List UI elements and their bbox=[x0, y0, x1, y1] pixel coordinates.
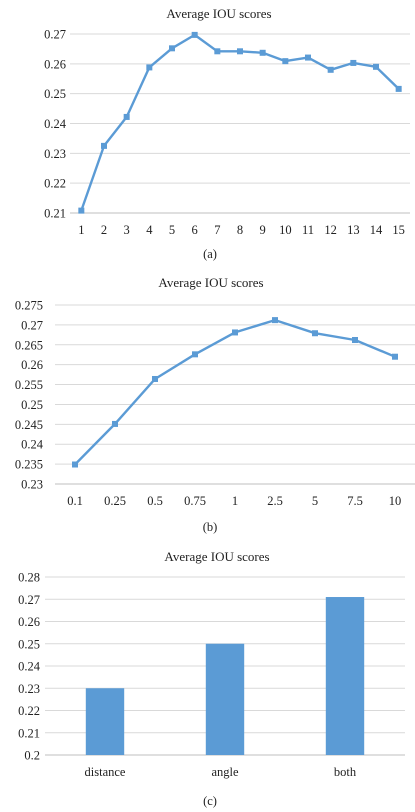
chart-b-y-tick-label: 0.23 bbox=[21, 478, 43, 492]
chart-a-x-tick-label: 11 bbox=[302, 223, 314, 237]
chart-a-x-tick-label: 12 bbox=[324, 223, 337, 237]
chart-b-point-marker bbox=[392, 353, 398, 360]
chart-b-x-tick-label: 0.25 bbox=[104, 494, 126, 508]
chart-c-x-tick-label: both bbox=[334, 765, 357, 779]
chart-b-y-tick-label: 0.25 bbox=[21, 398, 43, 412]
chart-c-x-tick-label: distance bbox=[85, 765, 126, 779]
chart-b-x-tick-label: 1 bbox=[232, 494, 238, 508]
chart-c-y-tick-label: 0.21 bbox=[18, 726, 40, 740]
chart-b-point-marker bbox=[272, 317, 278, 324]
chart-b-y-tick-label: 0.275 bbox=[15, 299, 43, 313]
chart-a-point-marker bbox=[282, 58, 289, 65]
chart-b-x-tick-label: 10 bbox=[389, 494, 402, 508]
chart-b-x-tick-label: 5 bbox=[312, 494, 318, 508]
chart-a-y-tick-label: 0.26 bbox=[44, 57, 66, 71]
chart-a-y-tick-label: 0.22 bbox=[44, 177, 66, 191]
chart-a-x-tick-label: 15 bbox=[392, 223, 405, 237]
chart-a-x-tick-label: 10 bbox=[279, 223, 292, 237]
chart-b-y-tick-label: 0.245 bbox=[15, 418, 43, 432]
chart-a-point-marker bbox=[123, 113, 130, 120]
chart-a-x-tick-label: 3 bbox=[124, 223, 130, 237]
chart-c-y-tick-label: 0.23 bbox=[18, 682, 40, 696]
chart-b: Average IOU scores (b) 0.23 0.235 0.24 0.24… bbox=[15, 275, 415, 534]
chart-a-x-tick-label: 9 bbox=[260, 223, 266, 237]
chart-a-point-marker bbox=[395, 85, 402, 92]
chart-b-x-tick-label: 0.75 bbox=[184, 494, 206, 508]
chart-a-x-tick-label: 1 bbox=[78, 223, 84, 237]
chart-a-y-tick-label: 0.21 bbox=[44, 207, 66, 221]
chart-b-y-tick-label: 0.27 bbox=[21, 318, 43, 332]
chart-b-y-tick-label: 0.235 bbox=[15, 458, 43, 472]
chart-b-y-tick-label: 0.26 bbox=[21, 358, 43, 372]
chart-a-point-marker bbox=[237, 48, 243, 55]
chart-b-series-line bbox=[73, 318, 397, 466]
chart-a-point-marker bbox=[214, 48, 221, 55]
chart-b-y-tick-label: 0.265 bbox=[15, 338, 43, 352]
chart-b-y-tick-label: 0.255 bbox=[15, 378, 43, 392]
chart-b-point-marker bbox=[232, 329, 238, 336]
chart-a-x-tick-label: 14 bbox=[370, 223, 383, 237]
chart-a-point-marker bbox=[78, 207, 85, 214]
chart-c-bar bbox=[205, 643, 245, 755]
chart-c-y-tick-label: 0.2 bbox=[24, 749, 40, 763]
chart-a-x-tick-label: 8 bbox=[237, 223, 243, 237]
chart-b-point-marker bbox=[312, 330, 318, 337]
chart-a-point-marker bbox=[350, 59, 357, 66]
chart-b-point-marker bbox=[112, 420, 118, 427]
chart-b-point-marker bbox=[72, 461, 78, 468]
chart-b-point-marker bbox=[352, 337, 358, 344]
chart-c-title: Average IOU scores bbox=[164, 549, 269, 564]
chart-a-title: Average IOU scores bbox=[166, 6, 271, 21]
chart-c-y-tick-label: 0.24 bbox=[18, 660, 41, 674]
chart-a-x-tick-label: 4 bbox=[146, 223, 153, 237]
chart-c-caption: (c) bbox=[203, 794, 217, 808]
chart-b-caption: (b) bbox=[203, 520, 218, 534]
chart-a-y-tick-label: 0.25 bbox=[44, 87, 66, 101]
chart-a-point-marker bbox=[101, 142, 107, 149]
chart-a-point-marker bbox=[191, 31, 198, 38]
chart-a-point-marker bbox=[146, 64, 153, 71]
chart-b-title: Average IOU scores bbox=[158, 275, 263, 290]
chart-c-bar bbox=[325, 597, 365, 755]
chart-a: Average IOU scores (a) 0.21 0.22 0.23 0.24 0… bbox=[44, 6, 410, 261]
chart-a-y-tick-label: 0.23 bbox=[44, 147, 66, 161]
chart-b-x-tick-label: 0.5 bbox=[147, 494, 163, 508]
chart-b-y-tick-label: 0.24 bbox=[21, 438, 44, 452]
chart-c-y-tick-label: 0.27 bbox=[18, 593, 40, 607]
chart-a-caption: (a) bbox=[203, 247, 217, 261]
chart-a-x-tick-label: 6 bbox=[192, 223, 198, 237]
chart-a-point-marker bbox=[327, 66, 334, 73]
chart-a-x-tick-label: 2 bbox=[101, 223, 107, 237]
chart-b-x-tick-label: 7.5 bbox=[347, 494, 363, 508]
chart-b-point-marker bbox=[152, 375, 158, 382]
chart-c-y-tick-label: 0.28 bbox=[18, 571, 40, 585]
chart-c-y-tick-label: 0.25 bbox=[18, 637, 40, 651]
chart-c: Average IOU scores (c) 0.2 0.21 0.22 0.23 0.… bbox=[18, 549, 405, 808]
chart-c-y-tick-label: 0.26 bbox=[18, 615, 40, 629]
chart-a-x-tick-label: 7 bbox=[214, 223, 220, 237]
chart-c-x-tick-label: angle bbox=[211, 765, 239, 779]
chart-a-y-tick-label: 0.24 bbox=[44, 117, 67, 131]
chart-a-point-marker bbox=[373, 63, 379, 70]
chart-a-x-tick-label: 13 bbox=[347, 223, 360, 237]
chart-a-x-tick-label: 5 bbox=[169, 223, 175, 237]
chart-c-bar bbox=[85, 688, 125, 755]
chart-c-y-tick-label: 0.22 bbox=[18, 704, 40, 718]
chart-b-x-tick-label: 0.1 bbox=[67, 494, 83, 508]
chart-a-point-marker bbox=[259, 49, 266, 56]
chart-b-x-tick-label: 2.5 bbox=[267, 494, 283, 508]
chart-a-y-tick-label: 0.27 bbox=[44, 28, 66, 42]
chart-a-point-marker bbox=[169, 45, 175, 52]
chart-a-point-marker bbox=[305, 54, 311, 61]
chart-b-point-marker bbox=[192, 351, 198, 358]
